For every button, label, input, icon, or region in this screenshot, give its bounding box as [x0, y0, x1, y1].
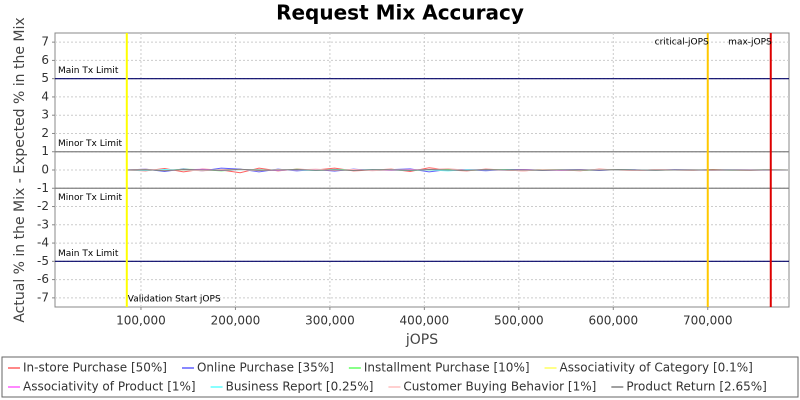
- legend-label: Installment Purchase [10%]: [364, 361, 530, 375]
- y-tick-label: 3: [41, 108, 49, 122]
- reference-label: Minor Tx Limit: [58, 139, 123, 149]
- reference-label: Main Tx Limit: [58, 249, 119, 259]
- y-tick-label: -4: [37, 236, 49, 250]
- y-tick-label: 6: [41, 53, 49, 67]
- legend-box: [1, 356, 799, 398]
- y-tick-label: 1: [41, 144, 49, 158]
- legend-item: Product Return [2.65%]: [611, 380, 767, 394]
- legend-label: Customer Buying Behavior [1%]: [403, 380, 596, 394]
- y-tick-label: 7: [41, 35, 49, 49]
- y-tick-label: 0: [41, 163, 49, 177]
- reference-label: Main Tx Limit: [58, 66, 119, 76]
- x-tick-label: 700,000: [683, 314, 733, 328]
- x-tick-label: 300,000: [305, 314, 355, 328]
- legend-label: In-store Purchase [50%]: [23, 361, 167, 375]
- marker-label: Validation Start jOPS: [128, 295, 221, 305]
- marker-label: max-jOPS: [728, 38, 772, 48]
- legend-item: Installment Purchase [10%]: [348, 361, 530, 375]
- legend-label: Online Purchase [35%]: [197, 361, 334, 375]
- x-tick-label: 200,000: [211, 314, 261, 328]
- y-tick-label: 2: [41, 126, 49, 140]
- x-tick-label: 400,000: [400, 314, 450, 328]
- x-tick-label: 500,000: [494, 314, 544, 328]
- y-tick-label: -3: [37, 217, 49, 231]
- y-tick-label: -7: [37, 290, 49, 304]
- y-tick-label: -2: [37, 199, 49, 213]
- legend-item: In-store Purchase [50%]: [8, 361, 167, 375]
- legend-label: Product Return [2.65%]: [626, 380, 767, 394]
- x-axis-label: jOPS: [405, 332, 438, 348]
- legend-item: Business Report [0.25%]: [210, 380, 374, 394]
- y-tick-label: 4: [41, 89, 49, 103]
- legend-label: Associativity of Product [1%]: [23, 380, 196, 394]
- y-axis-label: Actual % in the Mix - Expected % in the …: [12, 17, 28, 322]
- legend-label: Associativity of Category [0.1%]: [560, 361, 753, 375]
- series-line: [126, 168, 789, 172]
- legend-item: Associativity of Product [1%]: [8, 380, 196, 394]
- y-tick-label: -5: [37, 254, 49, 268]
- marker-label: critical-jOPS: [655, 38, 709, 48]
- legend-item: Online Purchase [35%]: [181, 361, 334, 375]
- legend-item: Associativity of Category [0.1%]: [544, 361, 753, 375]
- y-tick-label: 5: [41, 71, 49, 85]
- x-tick-label: 100,000: [116, 314, 166, 328]
- y-tick-label: -6: [37, 272, 49, 286]
- y-tick-label: -1: [37, 181, 49, 195]
- legend-label: Business Report [0.25%]: [226, 380, 374, 394]
- x-tick-label: 600,000: [588, 314, 638, 328]
- chart-title: Request Mix Accuracy: [276, 1, 524, 25]
- reference-label: Minor Tx Limit: [58, 193, 123, 203]
- legend-item: Customer Buying Behavior [1%]: [388, 380, 596, 394]
